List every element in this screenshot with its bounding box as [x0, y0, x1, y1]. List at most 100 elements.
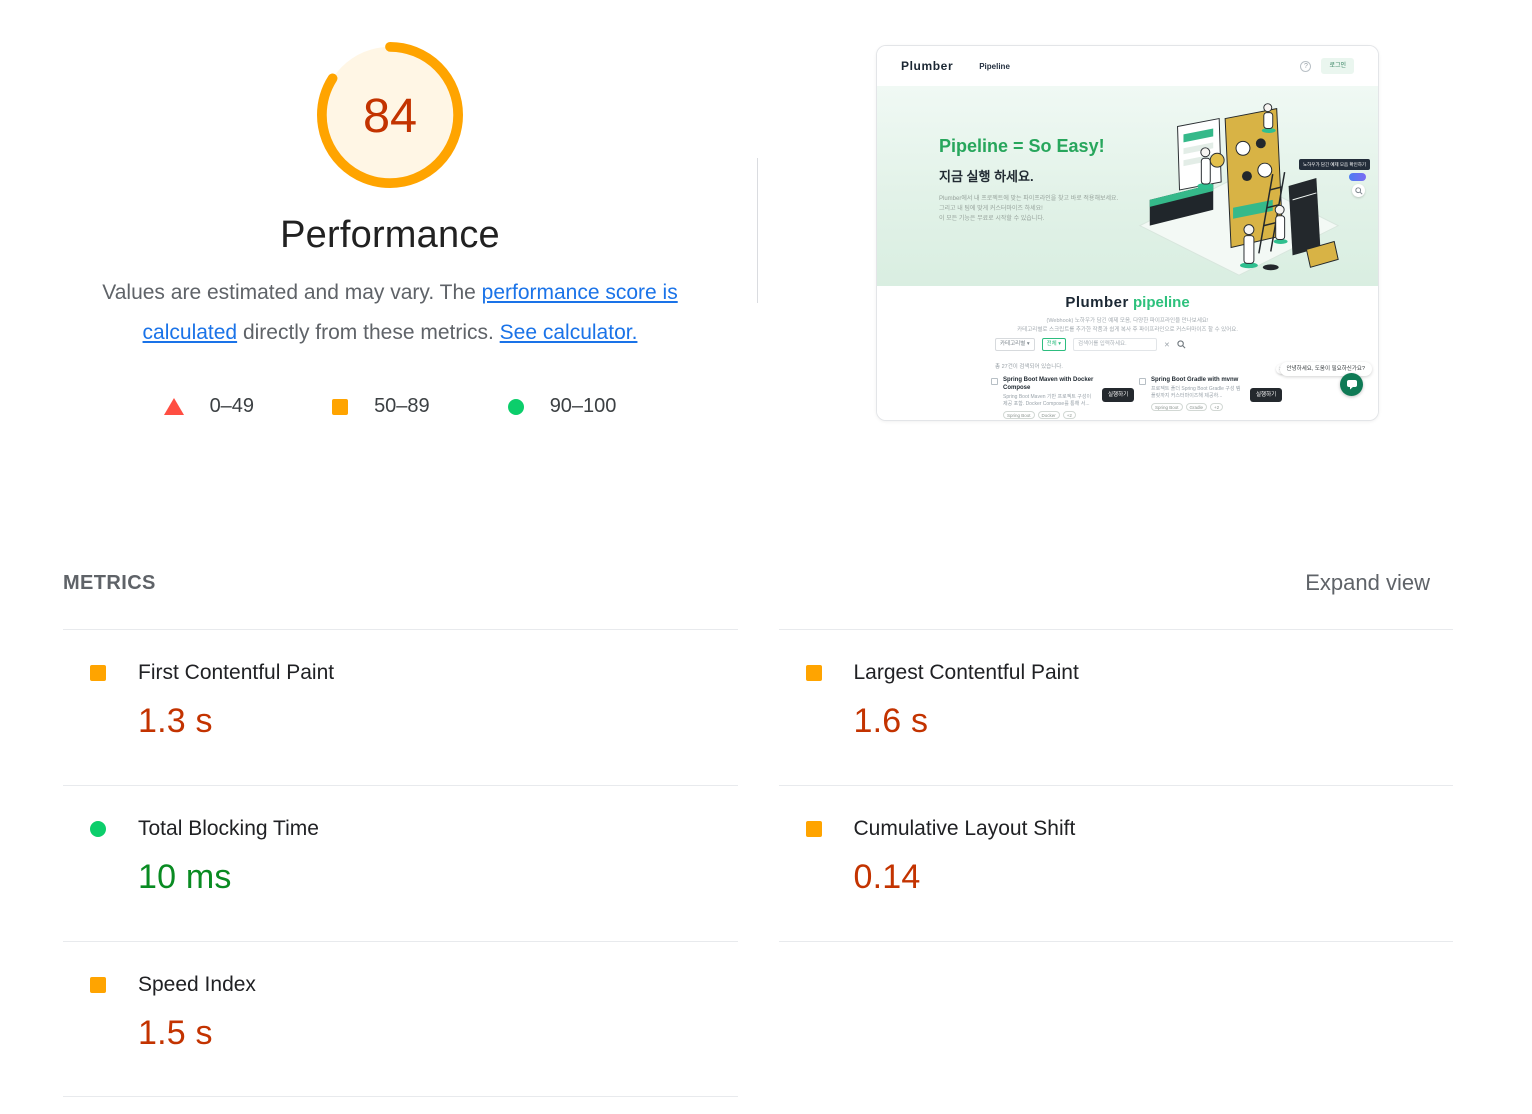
- gauge-arc: [317, 42, 463, 188]
- hero-desc-line1: Plumber에서 내 프로젝트에 맞는 파이프라인을 찾고 바로 적용해보세요…: [939, 196, 1119, 202]
- tag: Docker: [1037, 411, 1060, 419]
- average-square-icon: [332, 398, 349, 415]
- chat-tooltip: 안녕하세요, 도움이 필요하신가요?: [1279, 362, 1372, 376]
- legend-fail: 0–49: [163, 395, 255, 418]
- metric-largest-contentful-paint: Largest Contentful Paint 1.6 s: [778, 629, 1453, 785]
- metric-value: 0.14: [853, 858, 921, 896]
- thumb-header-right: ? 로그인: [1300, 58, 1354, 74]
- performance-gauge[interactable]: 84: [317, 42, 463, 188]
- search-icon: [1177, 340, 1186, 349]
- thumb-nav-pipeline: Pipeline: [979, 61, 1010, 71]
- thumb-hero-subtitle: 지금 실행 하세요.: [939, 169, 1034, 184]
- performance-summary: 84 Performance Values are estimated and …: [40, 42, 740, 418]
- page-title: Performance: [280, 214, 500, 256]
- thumb-logo: Plumber pipeline: [877, 294, 1378, 311]
- tag: +2: [1210, 403, 1224, 411]
- thumb-header: Plumber Pipeline ? 로그인: [877, 46, 1378, 86]
- page-screenshot-thumbnail[interactable]: Plumber Pipeline ? 로그인 Pipeline = So Eas…: [876, 45, 1379, 421]
- card-title: Spring Boot Maven with Docker Compose: [1003, 377, 1094, 391]
- metrics-header: METRICS Expand view: [63, 570, 1430, 596]
- metric-name: Cumulative Layout Shift: [853, 817, 1076, 840]
- metric-name: Largest Contentful Paint: [853, 661, 1079, 684]
- legend-average-label: 50–89: [374, 395, 430, 417]
- score-description: Values are estimated and may vary. The p…: [60, 273, 720, 353]
- thumb-search-input: 검색어를 입력하세요.: [1073, 338, 1158, 351]
- search-icon: [1354, 186, 1363, 195]
- thumb-hero: Pipeline = So Easy! 지금 실행 하세요. Plumber에서…: [877, 86, 1378, 286]
- metrics-heading: METRICS: [63, 571, 156, 594]
- card-icon: [991, 378, 998, 385]
- metric-first-contentful-paint: First Contentful Paint 1.3 s: [63, 629, 738, 785]
- performance-score-link[interactable]: performance score is calculated: [142, 281, 678, 344]
- tag: Spring Boot: [1003, 411, 1035, 419]
- metric-value: 1.3 s: [138, 702, 213, 740]
- average-square-icon: [805, 665, 822, 681]
- card-tags: Spring Boot Docker +2: [1003, 411, 1097, 419]
- pass-circle-icon: [507, 398, 524, 415]
- thumb-hero-tooltip: 노하우가 담긴 예제 모음 확인하기: [1299, 159, 1370, 170]
- expand-view-button[interactable]: Expand view: [1305, 570, 1430, 595]
- card-tags: Spring Boot Gradle +2: [1151, 403, 1245, 411]
- legend-pass-label: 90–100: [549, 395, 617, 417]
- category-select: 카테고리별 ▾: [995, 338, 1035, 351]
- fail-triangle-icon: [163, 398, 184, 415]
- pipeline-card: Spring Boot Maven with Docker Compose Sp…: [991, 376, 1139, 419]
- tag: Gradle: [1185, 403, 1208, 411]
- average-square-icon: [90, 977, 106, 993]
- thumb-sub-description: (Webhook) 노하우가 담긴 예제 모음, 다양한 파이프라인을 만나보세…: [877, 317, 1378, 335]
- legend-fail-label: 0–49: [209, 395, 255, 417]
- hero-desc-line2: 그리고 내 팀에 맞게 커스터마이즈 하세요!: [939, 206, 1043, 212]
- thumb-search-bar: 카테고리별 ▾ 전체 ▾ 검색어를 입력하세요. ✕: [995, 338, 1186, 351]
- chat-bubble-icon: [1346, 380, 1357, 390]
- result-count: 총 27건이 검색되어 있습니다.: [995, 364, 1063, 370]
- tag: Spring Boot: [1151, 403, 1183, 411]
- average-square-icon: [90, 665, 106, 681]
- score-legend: 0–49 50–89 90–100: [40, 395, 740, 418]
- all-select: 전체 ▾: [1041, 338, 1067, 351]
- metric-name: Speed Index: [138, 973, 256, 996]
- gauge-fill: [321, 46, 459, 184]
- thumb-login-button: 로그인: [1321, 58, 1354, 74]
- thumb-hero-title: Pipeline = So Easy!: [939, 136, 1105, 156]
- thumb-blue-badge: [1349, 173, 1366, 181]
- metrics-grid: First Contentful Paint 1.3 s Largest Con…: [63, 629, 1453, 1097]
- metric-value: 10 ms: [138, 858, 232, 896]
- metric-total-blocking-time: Total Blocking Time 10 ms: [63, 785, 738, 941]
- metric-name: First Contentful Paint: [138, 661, 335, 684]
- thumb-logo-black: Plumber: [1065, 294, 1129, 311]
- metric-cumulative-layout-shift: Cumulative Layout Shift 0.14: [778, 785, 1453, 941]
- metric-name: Total Blocking Time: [138, 817, 319, 840]
- sub-desc-line1: (Webhook) 노하우가 담긴 예제 모음, 다양한 파이프라인을 만나보세…: [1046, 318, 1209, 324]
- see-calculator-link[interactable]: See calculator.: [499, 321, 638, 344]
- metrics-grid-spacer: [778, 941, 1453, 1097]
- sub-desc-line2: 카테고리별로 스크립트를 추가한 작품과 쉽게 복사 후 파이프라인으로 커스터…: [1017, 327, 1238, 333]
- thumb-brand-logo: Plumber: [901, 59, 954, 73]
- hero-desc-line3: 이 모든 기능은 무료로 시작할 수 있습니다.: [939, 216, 1045, 222]
- metric-speed-index: Speed Index 1.5 s: [63, 941, 738, 1097]
- card-run-button: 실행하기: [1102, 388, 1135, 402]
- metric-value: 1.6 s: [853, 702, 929, 740]
- chat-button: [1340, 373, 1363, 396]
- help-icon: ?: [1300, 60, 1312, 72]
- thumb-lower-section: Plumber pipeline (Webhook) 노하우가 담긴 예제 모음…: [877, 286, 1378, 420]
- metric-value: 1.5 s: [138, 1014, 213, 1052]
- hero-illustration: [1138, 103, 1340, 276]
- gauge-svg: 84: [317, 42, 463, 188]
- average-square-icon: [805, 821, 822, 837]
- card-icon: [1139, 378, 1146, 385]
- card-desc: 프로젝트 폴더 Spring Boot Gradle 구성 템플릿까지 커스터마…: [1151, 386, 1241, 399]
- legend-pass: 90–100: [507, 395, 617, 418]
- clear-icon: ✕: [1164, 341, 1170, 349]
- tag: +2: [1062, 411, 1076, 419]
- card-title: Spring Boot Gradle with mvnw: [1151, 377, 1239, 383]
- card-run-button: 실행하기: [1250, 388, 1283, 402]
- thumb-logo-green: pipeline: [1133, 294, 1190, 311]
- thumb-search-fab: [1352, 184, 1365, 197]
- pass-circle-icon: [90, 821, 106, 837]
- vertical-divider: [757, 158, 758, 303]
- thumb-hero-description: Plumber에서 내 프로젝트에 맞는 파이프라인을 찾고 바로 적용해보세요…: [939, 194, 1118, 224]
- legend-average: 50–89: [332, 395, 430, 418]
- card-desc: Spring Boot Maven 기반 프로젝트 구성이 제공 포함. Doc…: [1003, 394, 1092, 407]
- pipeline-card: Spring Boot Gradle with mvnw 프로젝트 폴더 Spr…: [1139, 376, 1287, 411]
- description-text-before: Values are estimated and may vary. The: [102, 281, 482, 304]
